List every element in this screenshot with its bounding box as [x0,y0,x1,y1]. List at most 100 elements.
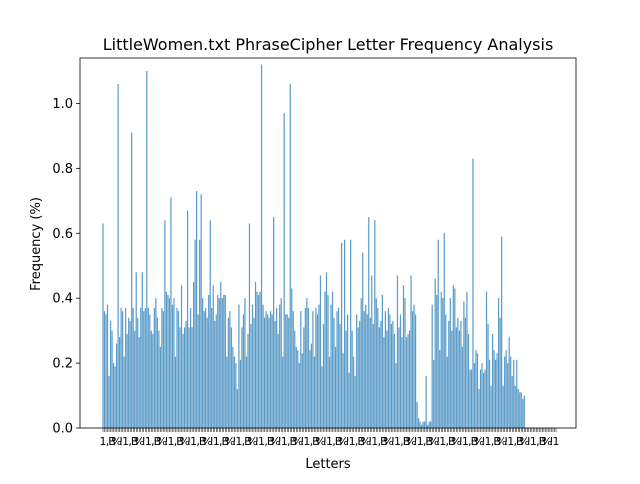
x-tick-label: , [106,435,110,448]
bar [481,363,483,428]
bar [235,363,237,428]
bar [227,317,229,428]
bar [274,320,276,428]
bar [479,369,482,428]
x-tick-label: % [202,435,212,448]
bar [325,272,328,428]
bar [271,314,273,428]
bar [315,307,317,428]
bar [247,333,249,428]
bar [143,311,145,428]
bar [111,330,113,428]
x-tick-label: 1 [553,435,560,448]
bar [399,314,402,428]
bar [458,330,460,428]
bar [125,307,127,428]
bar [359,320,361,428]
bar [168,298,171,428]
x-tick-label: , [264,435,268,448]
bar [150,330,152,428]
bar [393,333,396,428]
bar [224,294,226,428]
bar [131,132,133,428]
bar [366,314,368,428]
x-tick-label: ! [368,435,372,448]
y-tick-label: 0.4 [52,292,73,307]
bar [262,304,264,428]
x-tick-label: 1 [167,435,174,448]
bar [493,350,495,428]
bar [276,307,278,428]
x-tick-label: % [134,435,144,448]
bar [522,398,524,428]
bar [384,311,386,428]
bar [153,307,155,428]
bar [202,298,204,428]
bar [236,389,238,428]
x-tick-label: ! [164,435,168,448]
bar [321,366,323,428]
bar [464,317,467,428]
bar [138,337,140,428]
bar [140,307,142,428]
x-tick-label: ! [481,435,485,448]
bar [112,363,115,428]
x-tick-label: B [493,435,501,448]
bar [356,314,358,428]
bar [254,281,257,428]
x-tick-label: 1 [530,435,537,448]
bar [203,311,205,428]
x-tick-label: 1 [439,435,446,448]
bar [523,395,525,428]
bar [436,294,438,428]
bar [511,376,513,428]
bar [242,314,245,428]
x-tick-label: ! [436,435,440,448]
x-tick-label: 1 [122,435,129,448]
x-tick-label: B [312,435,320,448]
bar [291,288,293,428]
x-tick-label: , [151,435,155,448]
bar [292,311,294,428]
bar [404,298,406,428]
bar [466,291,468,428]
bar [440,291,442,428]
bar [238,304,240,428]
x-tick-label: , [446,435,450,448]
x-tick-label: ! [255,435,259,448]
x-tick-label: , [219,435,223,448]
x-tick-label: 1 [507,435,514,448]
x-axis-ticks: 1, B%!1, B%!1, B%!1, B%!1, B%!1, B%!1, B%!1, B%!… [100,428,560,448]
bar [378,327,380,428]
x-tick-label: 1 [462,435,469,448]
bar [306,298,308,428]
bar [410,275,412,428]
x-tick-label: % [519,435,529,448]
bar [200,194,202,428]
bar [467,333,470,428]
bar [357,327,359,428]
bar [245,356,248,428]
bar [285,314,287,428]
x-tick-label: 1 [213,435,220,448]
bar [331,291,334,428]
chart-title: LittleWomen.txt PhraseCipher Letter Freq… [103,35,554,54]
bar [134,330,136,428]
bar [520,392,522,428]
bar [408,330,411,428]
bar [417,418,420,428]
bar [333,317,335,428]
x-tick-label: , [174,435,178,448]
bar [155,298,157,428]
x-tick-label: 1 [235,435,242,448]
bar [339,324,341,428]
bar [407,333,409,428]
bar [159,346,161,428]
bar [146,70,148,428]
x-tick-label: % [451,435,461,448]
bar [454,288,456,428]
bar [413,304,415,428]
bar [452,285,454,428]
bar [135,272,137,428]
bar [316,314,319,428]
